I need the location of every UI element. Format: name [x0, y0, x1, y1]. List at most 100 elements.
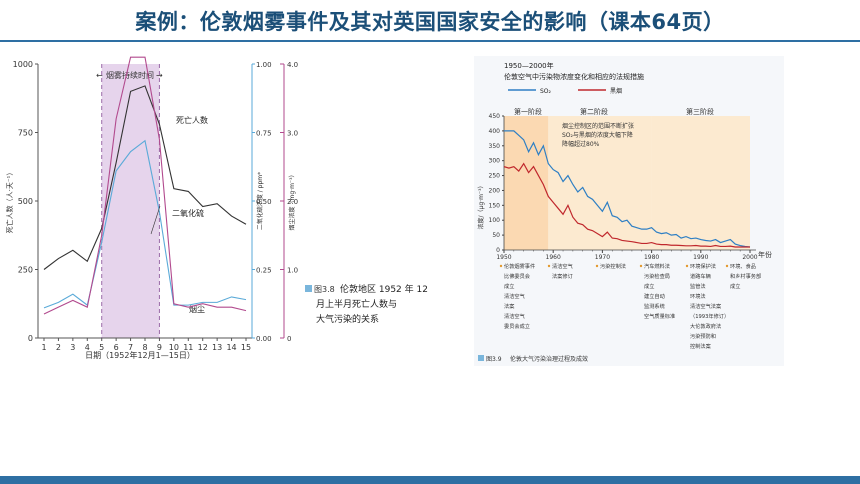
figure2-x-tick-label: 1950 — [496, 254, 511, 261]
right-y-tick-label: 2.0 — [287, 198, 298, 206]
measure-text: 成立 — [730, 282, 740, 290]
x-tick-label: 14 — [226, 343, 236, 352]
stage-band-2 — [548, 116, 652, 250]
x-tick-label: 3 — [70, 343, 75, 352]
measure-bullet — [595, 264, 599, 268]
figure2-caption-marker — [478, 355, 484, 361]
band-arrow-right: → — [156, 71, 163, 80]
figure2-y-tick-label: 400 — [489, 128, 501, 135]
measure-text: 清洁空气 — [552, 262, 573, 270]
left-y-tick-label: 0 — [28, 334, 33, 343]
annotation-line1: 烟尘控制区的范围不断扩张 — [562, 122, 634, 130]
measure-bullet — [725, 264, 729, 268]
x-tick-label: 5 — [99, 343, 104, 352]
right-y-tick-label: 4.0 — [287, 61, 298, 69]
figure2-title: 伦敦空气中污染物浓度变化和相应的法规措施 — [504, 72, 644, 81]
annotation-line3: 降幅超过80% — [562, 140, 600, 148]
measure-bullet — [547, 264, 551, 268]
measure-text: 法案 — [504, 302, 515, 310]
x-tick-label: 9 — [157, 343, 162, 352]
x-tick-label: 12 — [198, 343, 208, 352]
x-tick-label: 10 — [169, 343, 179, 352]
left-y-tick-label: 500 — [18, 197, 33, 206]
so2-label-leader — [150, 205, 161, 235]
figure-london-pollution-trend: 1950—2000年 伦敦空气中污染物浓度变化和相应的法规措施 SO₂ 黑烟 第… — [474, 56, 784, 366]
measure-text: 污染控制法 — [600, 262, 626, 270]
left-y-tick-label: 1000 — [13, 60, 33, 69]
slide-bottom-bar — [0, 476, 860, 484]
x-tick-label: 7 — [128, 343, 133, 352]
figure-deaths-pollution: 烟雾持续时间 ← → 死亡人数 二氧化硫 烟尘 日期（1952年12月1—15日… — [5, 56, 428, 360]
smoke-label: 烟尘 — [189, 304, 205, 314]
x-tick-label: 1 — [41, 343, 46, 352]
measure-text: 监管法 — [690, 282, 706, 290]
figure2-y-tick-label: 200 — [489, 187, 501, 194]
figure2-y-tick-label: 100 — [489, 217, 501, 224]
measure-text: 监测系统 — [644, 302, 665, 310]
mid-y-tick-label: 0.00 — [256, 335, 272, 343]
figure2-y-tick-label: 300 — [489, 158, 501, 165]
right-y-tick-label: 3.0 — [287, 130, 298, 138]
figure2-x-unit: 年份 — [758, 250, 772, 259]
smog-period-band — [101, 64, 160, 338]
measure-text: 环境、食品 — [730, 262, 756, 270]
band-label: 烟雾持续时间 — [106, 70, 154, 80]
measure-text: 建立自动 — [644, 292, 665, 300]
measure-text: 比佛委员会 — [504, 272, 530, 280]
right-y-tick-label: 0 — [287, 335, 291, 343]
measure-text: 委员会成立 — [504, 322, 530, 330]
so2-label: 二氧化硫 — [172, 208, 204, 218]
measure-text: 大伦敦政府法 — [690, 322, 721, 330]
mid-y-tick-label: 0.25 — [256, 267, 272, 275]
mid-y-title: 二氧化硫浓度 / ppm* — [256, 172, 264, 230]
measure-text: 伦敦烟雾事件 — [504, 262, 535, 270]
figure2-y-tick-label: 150 — [489, 202, 501, 209]
measure-text: 污染检查局 — [644, 272, 670, 280]
stage1-label: 第一阶段 — [514, 107, 542, 116]
measure-text: 空气质量标准 — [644, 312, 675, 320]
figure2-y-tick-label: 0 — [496, 247, 500, 254]
measure-text: 清洁空气法案 — [690, 302, 722, 310]
measure-text: 污染预防和 — [690, 332, 716, 340]
legend-smoke-label: 黑烟 — [610, 87, 622, 95]
figure2-x-tick-label: 1980 — [644, 254, 659, 261]
stage-band-3 — [651, 116, 750, 250]
figure1-caption-line1: 伦敦地区 1952 年 12 — [340, 283, 428, 295]
x-tick-label: 2 — [56, 343, 61, 352]
legend-so2-label: SO₂ — [540, 88, 552, 95]
figure2-x-tick-label: 1960 — [546, 254, 561, 261]
stage-band-1 — [504, 116, 549, 250]
figure2-y-title: 浓度/（μg·m⁻³） — [477, 183, 485, 230]
measure-text: 环境保护法 — [690, 262, 716, 270]
measure-text: 法案修订 — [552, 272, 573, 280]
measure-text: 环境法 — [690, 292, 706, 300]
smoke-trend-line — [503, 162, 750, 248]
left-y-title: 死亡人数（人·天⁻¹） — [5, 169, 14, 234]
measure-text: 汽车燃料法 — [644, 262, 670, 270]
figure2-y-tick-label: 250 — [489, 173, 501, 180]
figure2-y-tick-label: 50 — [492, 232, 500, 239]
figure1-caption-line2: 月上半月死亡人数与 — [316, 298, 397, 310]
band-arrow-left: ← — [96, 71, 103, 80]
mid-y-tick-label: 0.50 — [256, 198, 272, 206]
measure-text: 控制法案 — [690, 342, 712, 350]
x-tick-label: 15 — [241, 343, 251, 352]
figure2-x-tick-label: 1990 — [693, 254, 708, 261]
measure-bullet — [639, 264, 643, 268]
measure-text: 和乡村事务部 — [730, 272, 761, 280]
stage2-label: 第二阶段 — [580, 107, 608, 116]
measure-text: 清洁空气 — [504, 292, 525, 300]
deaths-line — [43, 85, 247, 270]
measure-text: 道路车辆 — [690, 272, 711, 280]
left-y-tick-label: 250 — [18, 266, 33, 275]
figure1-caption-no: 图3.8 — [314, 285, 335, 294]
figure2-x-tick-label: 2000 — [742, 254, 757, 261]
x-tick-label: 4 — [85, 343, 90, 352]
caption-marker — [305, 285, 312, 292]
x-axis-title: 日期（1952年12月1—15日） — [85, 350, 195, 360]
mid-y-tick-label: 1.00 — [256, 61, 272, 69]
measure-text: 清洁空气 — [504, 312, 525, 320]
x-tick-label: 13 — [212, 343, 222, 352]
stage3-label: 第三阶段 — [686, 107, 714, 116]
annotation-line2: SO₂与黑烟的浓度大幅下降 — [562, 131, 633, 139]
